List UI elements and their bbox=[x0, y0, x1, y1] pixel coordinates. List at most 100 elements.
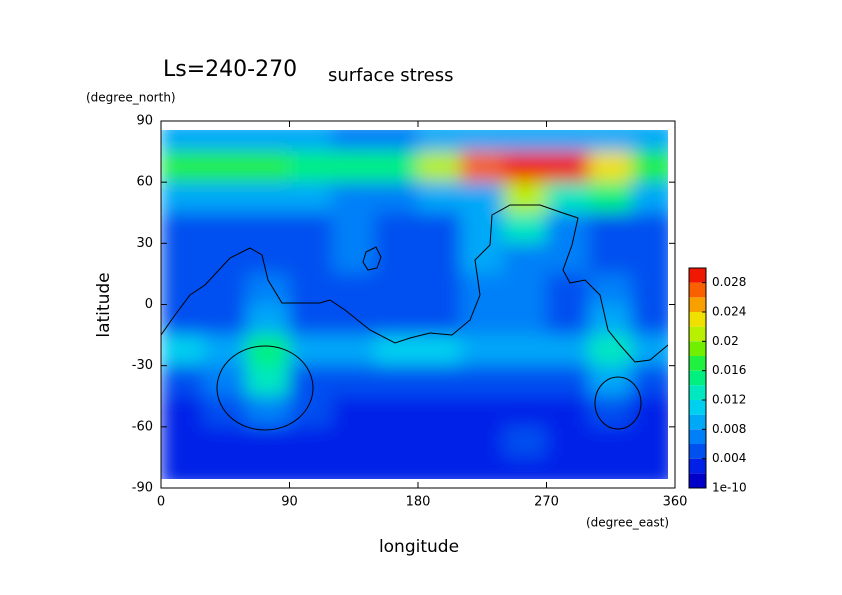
field-cell bbox=[374, 395, 419, 428]
x-unit: (degree_east) bbox=[586, 516, 669, 530]
field-cell bbox=[374, 334, 419, 367]
field-cell bbox=[631, 181, 668, 214]
field-cell bbox=[161, 212, 205, 244]
field-cell bbox=[588, 242, 633, 275]
field-cell bbox=[588, 304, 633, 336]
colorbar-band bbox=[689, 400, 706, 415]
field-cell bbox=[417, 426, 462, 458]
field-cell bbox=[246, 334, 290, 367]
field-cell bbox=[417, 181, 462, 214]
colorbar-band bbox=[689, 312, 706, 327]
field-cell bbox=[331, 181, 376, 214]
field-cell bbox=[417, 365, 462, 397]
chart-title: Ls=240-270 bbox=[163, 57, 297, 82]
field-cell bbox=[203, 242, 248, 275]
field-cell bbox=[331, 151, 376, 183]
field-cell bbox=[161, 304, 205, 336]
field-cell bbox=[503, 212, 547, 244]
field-cell bbox=[588, 365, 633, 397]
field-cell bbox=[460, 181, 505, 214]
field-cell bbox=[289, 456, 333, 479]
field-cell bbox=[289, 151, 333, 183]
colorbar-band bbox=[689, 414, 706, 430]
colorbar-band bbox=[689, 356, 706, 371]
field-cell bbox=[460, 456, 505, 479]
field-cell bbox=[289, 304, 333, 336]
field-cell bbox=[374, 456, 419, 479]
field-cell bbox=[161, 273, 205, 305]
field-cell bbox=[289, 181, 333, 214]
field-cell bbox=[246, 304, 290, 336]
field-cell bbox=[161, 395, 205, 428]
coastlines bbox=[160, 204, 669, 431]
colorbar-band bbox=[689, 429, 706, 444]
field-cell bbox=[374, 151, 419, 183]
colorbar-band bbox=[689, 297, 706, 312]
colorbar-band bbox=[689, 370, 706, 386]
colorbar-tick-label: 0.024 bbox=[712, 305, 746, 319]
field-cell bbox=[374, 273, 419, 305]
y-unit: (degree_north) bbox=[86, 91, 176, 105]
field-cell bbox=[331, 334, 376, 367]
field-cell bbox=[161, 426, 205, 458]
field-cell bbox=[631, 456, 668, 479]
field-cell bbox=[631, 273, 668, 305]
field-cell bbox=[203, 151, 248, 183]
field-cell bbox=[631, 395, 668, 428]
field-cell bbox=[503, 456, 547, 479]
field-cell bbox=[246, 365, 290, 397]
field-cell bbox=[588, 456, 633, 479]
y-axis-label: latitude bbox=[94, 272, 114, 337]
colorbar-band bbox=[689, 282, 706, 298]
field-cell bbox=[631, 151, 668, 183]
colorbar-band bbox=[689, 473, 706, 488]
y-tick-label: 90 bbox=[136, 114, 153, 129]
field-cell bbox=[417, 242, 462, 275]
colorbar-band bbox=[689, 458, 706, 474]
field-cell bbox=[503, 426, 547, 458]
field-cell bbox=[417, 334, 462, 367]
field-cell bbox=[246, 456, 290, 479]
field-cell bbox=[246, 426, 290, 458]
y-tick-label: 30 bbox=[136, 236, 153, 251]
field-cell bbox=[460, 395, 505, 428]
field-cell bbox=[460, 151, 505, 183]
field-cell bbox=[289, 273, 333, 305]
colorbar-band bbox=[689, 326, 706, 342]
field-cell bbox=[203, 212, 248, 244]
x-tick-label: 360 bbox=[663, 495, 688, 510]
field-cell bbox=[289, 130, 333, 153]
colorbar-tick-label: 0.012 bbox=[712, 393, 746, 407]
colorbar-tick-label: 0.004 bbox=[712, 451, 746, 465]
field-cell bbox=[289, 365, 333, 397]
field-cell bbox=[631, 130, 668, 153]
field-cell bbox=[374, 242, 419, 275]
field-cell bbox=[331, 242, 376, 275]
y-tick-label: 0 bbox=[145, 297, 153, 312]
y-tick-label: -90 bbox=[132, 481, 153, 496]
field-cell bbox=[546, 212, 590, 244]
field-cell bbox=[546, 395, 590, 428]
field-cell bbox=[417, 304, 462, 336]
x-axis-label: longitude bbox=[379, 537, 459, 557]
field-cell bbox=[588, 212, 633, 244]
field-cell bbox=[460, 365, 505, 397]
field-cell bbox=[246, 181, 290, 214]
field-cell bbox=[331, 212, 376, 244]
field-cell bbox=[203, 130, 248, 153]
field-cell bbox=[161, 242, 205, 275]
field-cell bbox=[203, 304, 248, 336]
field-cell bbox=[374, 304, 419, 336]
field-cell bbox=[161, 181, 205, 214]
x-tick-label: 90 bbox=[281, 495, 298, 510]
field-cell bbox=[460, 273, 505, 305]
field-cell bbox=[246, 242, 290, 275]
field-cell bbox=[374, 130, 419, 153]
field-cell bbox=[203, 334, 248, 367]
field-cell bbox=[161, 151, 205, 183]
field-cell bbox=[289, 212, 333, 244]
y-tick-label: -60 bbox=[132, 419, 153, 434]
field-cell bbox=[161, 456, 205, 479]
field-cell bbox=[460, 130, 505, 153]
